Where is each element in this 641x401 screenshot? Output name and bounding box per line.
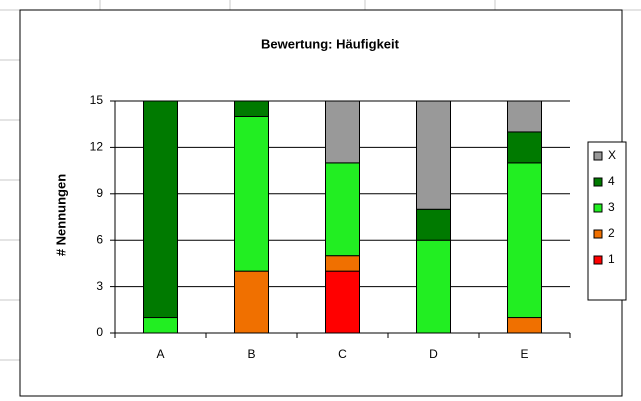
x-tick-label: B <box>247 347 255 361</box>
legend-label: 2 <box>608 226 615 240</box>
legend-swatch <box>593 151 603 161</box>
legend-label: X <box>608 148 616 162</box>
bar-segment <box>507 317 542 334</box>
bar-segment <box>325 255 360 272</box>
y-tick-label: 6 <box>96 232 103 246</box>
legend-swatch <box>593 177 603 187</box>
legend-label: 3 <box>608 200 615 214</box>
legend-swatch <box>593 229 603 239</box>
bar-segment <box>416 100 451 210</box>
bar-segment <box>416 239 451 334</box>
y-tick-label: 12 <box>90 140 104 154</box>
x-tick-label: D <box>429 347 438 361</box>
bar-segment <box>325 100 360 164</box>
x-tick-label: C <box>338 347 347 361</box>
bar-segment <box>325 270 360 334</box>
x-tick-label: A <box>156 347 164 361</box>
y-tick-label: 3 <box>96 279 103 293</box>
y-tick-label: 9 <box>96 186 103 200</box>
bar-segment <box>507 162 542 319</box>
legend-box <box>587 141 627 301</box>
chart-title: Bewertung: Häufigkeit <box>261 36 400 51</box>
bar-segment <box>143 100 178 319</box>
x-tick-label: E <box>520 347 528 361</box>
bar-segment <box>507 100 542 133</box>
y-axis-label: # Nennungen <box>53 174 68 256</box>
bar-segment <box>143 317 178 334</box>
legend-label: 4 <box>608 174 615 188</box>
bar-segment <box>234 100 269 117</box>
bar-segment <box>234 115 269 272</box>
legend-swatch <box>593 203 603 213</box>
legend-swatch <box>593 255 603 265</box>
bar-segment <box>325 162 360 257</box>
y-tick-label: 15 <box>90 93 104 107</box>
legend-label: 1 <box>608 252 615 266</box>
y-tick-label: 0 <box>96 325 103 339</box>
bar-segment <box>507 131 542 164</box>
bar-segment <box>234 270 269 334</box>
bar-segment <box>416 208 451 241</box>
